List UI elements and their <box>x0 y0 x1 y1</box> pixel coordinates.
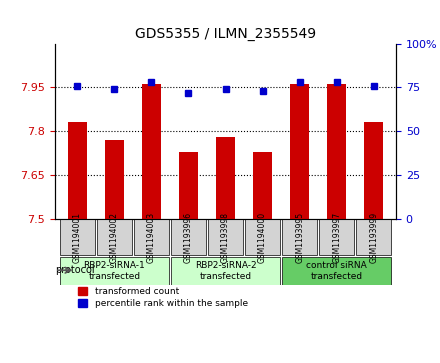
Bar <box>216 137 235 219</box>
Bar <box>142 85 161 219</box>
FancyBboxPatch shape <box>356 219 391 255</box>
Text: GSM1193999: GSM1193999 <box>369 212 378 262</box>
Bar <box>68 122 87 219</box>
FancyBboxPatch shape <box>171 257 280 285</box>
Bar <box>327 85 346 219</box>
Text: GSM1194000: GSM1194000 <box>258 212 267 262</box>
Text: RBP2-siRNA-2
transfected: RBP2-siRNA-2 transfected <box>194 261 257 281</box>
Legend: transformed count, percentile rank within the sample: transformed count, percentile rank withi… <box>77 285 249 310</box>
Text: GSM1194003: GSM1194003 <box>147 212 156 262</box>
Text: RBP2-siRNA-1
transfected: RBP2-siRNA-1 transfected <box>84 261 145 281</box>
Bar <box>105 140 124 219</box>
FancyBboxPatch shape <box>60 257 169 285</box>
Text: protocol: protocol <box>55 265 95 275</box>
FancyBboxPatch shape <box>97 219 132 255</box>
FancyBboxPatch shape <box>282 257 391 285</box>
FancyBboxPatch shape <box>134 219 169 255</box>
FancyBboxPatch shape <box>171 219 206 255</box>
Bar <box>290 85 309 219</box>
Text: GSM1193997: GSM1193997 <box>332 212 341 262</box>
FancyBboxPatch shape <box>245 219 280 255</box>
Text: control siRNA
transfected: control siRNA transfected <box>306 261 367 281</box>
FancyBboxPatch shape <box>319 219 354 255</box>
Text: GSM1193996: GSM1193996 <box>184 212 193 262</box>
Text: GSM1194001: GSM1194001 <box>73 212 82 262</box>
Bar <box>364 122 383 219</box>
FancyBboxPatch shape <box>282 219 317 255</box>
Text: GSM1193995: GSM1193995 <box>295 212 304 262</box>
FancyBboxPatch shape <box>208 219 243 255</box>
FancyBboxPatch shape <box>60 219 95 255</box>
Bar <box>253 152 272 219</box>
Text: GSM1193998: GSM1193998 <box>221 212 230 262</box>
Bar <box>179 152 198 219</box>
Title: GDS5355 / ILMN_2355549: GDS5355 / ILMN_2355549 <box>135 27 316 41</box>
Text: GSM1194002: GSM1194002 <box>110 212 119 262</box>
